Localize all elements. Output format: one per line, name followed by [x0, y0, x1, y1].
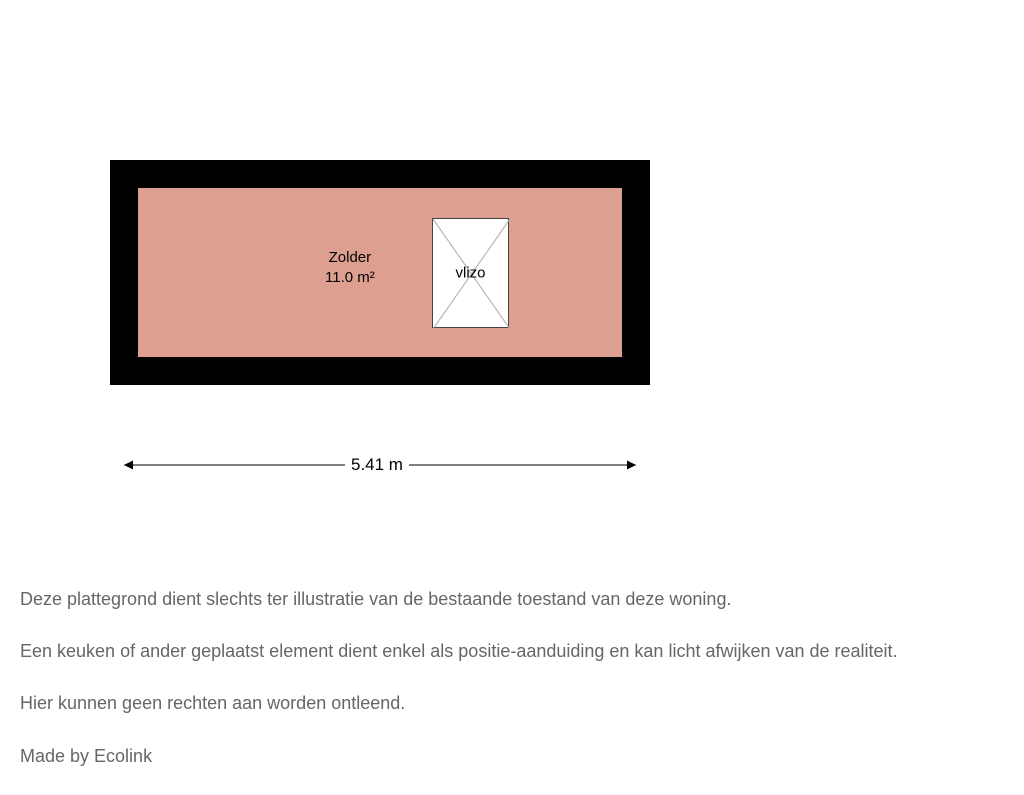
disclaimer-line3: Hier kunnen geen rechten aan worden ontl…: [20, 690, 898, 716]
disclaimer-line2: Een keuken of ander geplaatst element di…: [20, 638, 898, 664]
vlizo-hatch: vlizo: [432, 218, 509, 328]
vlizo-label: vlizo: [433, 265, 508, 282]
room-area: 11.0 m²: [325, 268, 375, 288]
disclaimer-line4: Made by Ecolink: [20, 743, 898, 769]
room-label: Zolder 11.0 m²: [325, 248, 375, 287]
disclaimer-line1: Deze plattegrond dient slechts ter illus…: [20, 586, 898, 612]
disclaimer-text: Deze plattegrond dient slechts ter illus…: [20, 560, 898, 795]
dimension-value: 5.41 m: [345, 455, 409, 475]
room-name: Zolder: [325, 248, 375, 268]
floorplan-canvas: Zolder 11.0 m² vlizo 5.41 m Deze platteg…: [0, 0, 1024, 768]
room-zolder: [138, 188, 622, 357]
